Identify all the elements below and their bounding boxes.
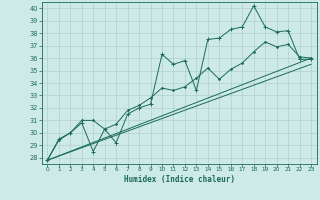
- X-axis label: Humidex (Indice chaleur): Humidex (Indice chaleur): [124, 175, 235, 184]
